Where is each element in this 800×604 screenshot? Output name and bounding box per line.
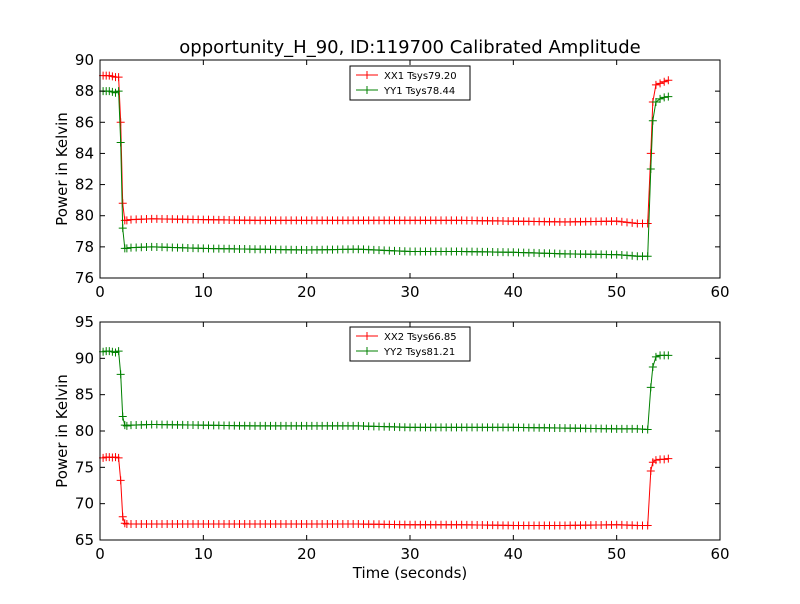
data-point bbox=[623, 218, 631, 227]
y-tick-label: 80 bbox=[75, 422, 94, 440]
data-point bbox=[122, 216, 131, 225]
data-point bbox=[118, 512, 127, 521]
data-point bbox=[646, 165, 655, 173]
data-point bbox=[643, 219, 652, 228]
data-point bbox=[118, 199, 127, 208]
legend-marker bbox=[363, 71, 371, 79]
data-point bbox=[646, 149, 655, 158]
x-tick-label: 10 bbox=[194, 283, 213, 301]
legend-label: YY1 Tsys78.44 bbox=[383, 86, 455, 97]
legend-marker bbox=[363, 347, 371, 355]
data-point bbox=[120, 519, 129, 528]
y-tick-label: 78 bbox=[75, 238, 94, 256]
y-tick-label: 85 bbox=[75, 386, 94, 404]
series-markers-1-1 bbox=[99, 71, 673, 228]
chart-2: 0 10 20 30 40 50 60 65 70 75 80 85 90 95 Power in Kelv… bbox=[53, 313, 730, 582]
data-point bbox=[118, 412, 127, 421]
x-tick-label: 50 bbox=[607, 545, 626, 563]
x-tick-label: 30 bbox=[400, 283, 419, 301]
y-tick-label: 65 bbox=[75, 531, 94, 549]
legend-1: XX1 Tsys79.20 YY1 Tsys78.44 bbox=[349, 65, 471, 101]
x-tick-label: 10 bbox=[194, 545, 213, 563]
data-point bbox=[664, 351, 673, 360]
y-tick-label: 70 bbox=[75, 495, 94, 513]
y-tick-label: 88 bbox=[75, 82, 94, 100]
data-point bbox=[114, 87, 123, 96]
data-point bbox=[643, 425, 652, 434]
data-point bbox=[612, 217, 621, 226]
y-tick-label: 76 bbox=[75, 269, 94, 287]
x-axis-label: Time (seconds) bbox=[352, 564, 468, 582]
data-point bbox=[664, 454, 673, 463]
data-point bbox=[646, 383, 655, 392]
data-point bbox=[651, 98, 660, 107]
data-point bbox=[651, 80, 660, 89]
data-point bbox=[664, 92, 673, 101]
x-tick-label: 40 bbox=[504, 545, 523, 563]
data-point bbox=[656, 79, 665, 88]
data-point bbox=[656, 94, 665, 103]
data-point bbox=[660, 93, 669, 102]
legend-2: XX2 Tsys66.85 YY2 Tsys81.21 bbox=[349, 326, 471, 362]
y-tick-label: 95 bbox=[75, 313, 94, 331]
y-axis-label: Power in Kelvin bbox=[53, 374, 71, 488]
x-tick-label: 30 bbox=[400, 545, 419, 563]
data-point bbox=[122, 421, 131, 430]
data-point bbox=[651, 456, 660, 465]
x-tick-label: 0 bbox=[95, 283, 105, 301]
legend-marker bbox=[363, 86, 371, 94]
data-point bbox=[648, 363, 657, 372]
data-point bbox=[116, 118, 125, 127]
x-tick-label: 50 bbox=[607, 283, 626, 301]
data-point bbox=[664, 76, 673, 85]
y-tick-label: 80 bbox=[75, 207, 94, 225]
data-point bbox=[116, 476, 125, 485]
data-point bbox=[114, 347, 123, 356]
series-markers-2-2 bbox=[99, 347, 673, 434]
data-point bbox=[648, 116, 657, 125]
data-point bbox=[122, 244, 131, 253]
data-point bbox=[116, 370, 125, 379]
data-point bbox=[643, 252, 652, 261]
y-axis-label: Power in Kelvin bbox=[53, 112, 71, 226]
data-point bbox=[118, 224, 127, 233]
x-tick-label: 20 bbox=[297, 545, 316, 563]
y-tick-label: 75 bbox=[75, 458, 94, 476]
y-tick-label: 86 bbox=[75, 113, 94, 131]
x-tick-label: 0 bbox=[95, 545, 105, 563]
x-tick-label: 60 bbox=[710, 545, 729, 563]
data-point bbox=[628, 218, 637, 227]
chart-1: 0 10 20 30 40 50 60 76 78 80 82 84 86 88 90 Power in Ke… bbox=[53, 51, 730, 301]
data-point bbox=[114, 453, 123, 462]
data-point bbox=[660, 455, 669, 464]
x-tick-label: 40 bbox=[504, 283, 523, 301]
series-markers-1-2 bbox=[99, 87, 673, 261]
legend-box bbox=[349, 326, 471, 362]
y-tick-label: 90 bbox=[75, 51, 94, 69]
data-point bbox=[651, 352, 660, 361]
legend-marker bbox=[363, 332, 371, 340]
legend-box bbox=[349, 65, 471, 101]
y-tick-label: 90 bbox=[75, 349, 94, 367]
data-point bbox=[643, 521, 652, 530]
y-tick-label: 82 bbox=[75, 176, 94, 194]
data-point bbox=[116, 138, 125, 147]
legend-label: XX1 Tsys79.20 bbox=[384, 71, 457, 82]
legend-label: XX2 Tsys66.85 bbox=[384, 332, 457, 343]
data-point bbox=[114, 73, 123, 82]
data-point bbox=[660, 77, 669, 86]
figure-title: opportunity_H_90, ID:119700 Calibrated A… bbox=[179, 37, 640, 58]
series-markers-2-1 bbox=[99, 453, 673, 530]
legend-label: YY2 Tsys81.21 bbox=[383, 347, 455, 358]
x-tick-label: 60 bbox=[710, 283, 729, 301]
x-tick-label: 20 bbox=[297, 283, 316, 301]
data-point bbox=[617, 217, 626, 226]
y-tick-label: 84 bbox=[75, 144, 94, 162]
data-point bbox=[646, 466, 655, 475]
